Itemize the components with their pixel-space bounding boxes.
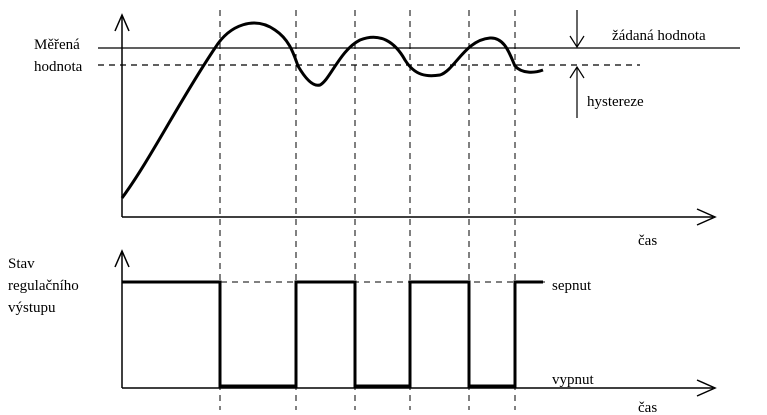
lower-plot: Stav regulačního výstupu sepnut vypnut č… xyxy=(8,249,717,415)
lower-x-label: čas xyxy=(638,400,657,415)
lower-y-label-line2: regulačního xyxy=(8,278,79,294)
upper-y-axis-arrowhead xyxy=(114,13,130,32)
upper-y-label-line1: Měřená xyxy=(34,37,80,53)
upper-x-label: čas xyxy=(638,233,657,249)
lower-x-axis-arrowhead xyxy=(696,379,717,397)
off-label: vypnut xyxy=(552,372,595,388)
upper-plot: Měřená hodnota žádaná hodnota hystereze … xyxy=(34,10,740,249)
lower-y-axis-arrowhead xyxy=(114,249,130,268)
setpoint-label: žádaná hodnota xyxy=(612,28,706,44)
output-state-waveform xyxy=(122,280,543,388)
hysteresis-upper-arrowhead xyxy=(569,35,585,49)
switching-guides xyxy=(219,10,516,410)
on-label: sepnut xyxy=(552,278,592,294)
hysteresis-label: hystereze xyxy=(587,94,644,110)
upper-y-label-line2: hodnota xyxy=(34,59,83,75)
upper-x-axis-arrowhead xyxy=(696,208,717,226)
lower-y-label-line3: výstupu xyxy=(8,300,56,316)
measured-value-curve xyxy=(120,21,544,199)
lower-y-label-line1: Stav xyxy=(8,256,35,272)
hysteresis-lower-arrowhead xyxy=(569,65,585,79)
